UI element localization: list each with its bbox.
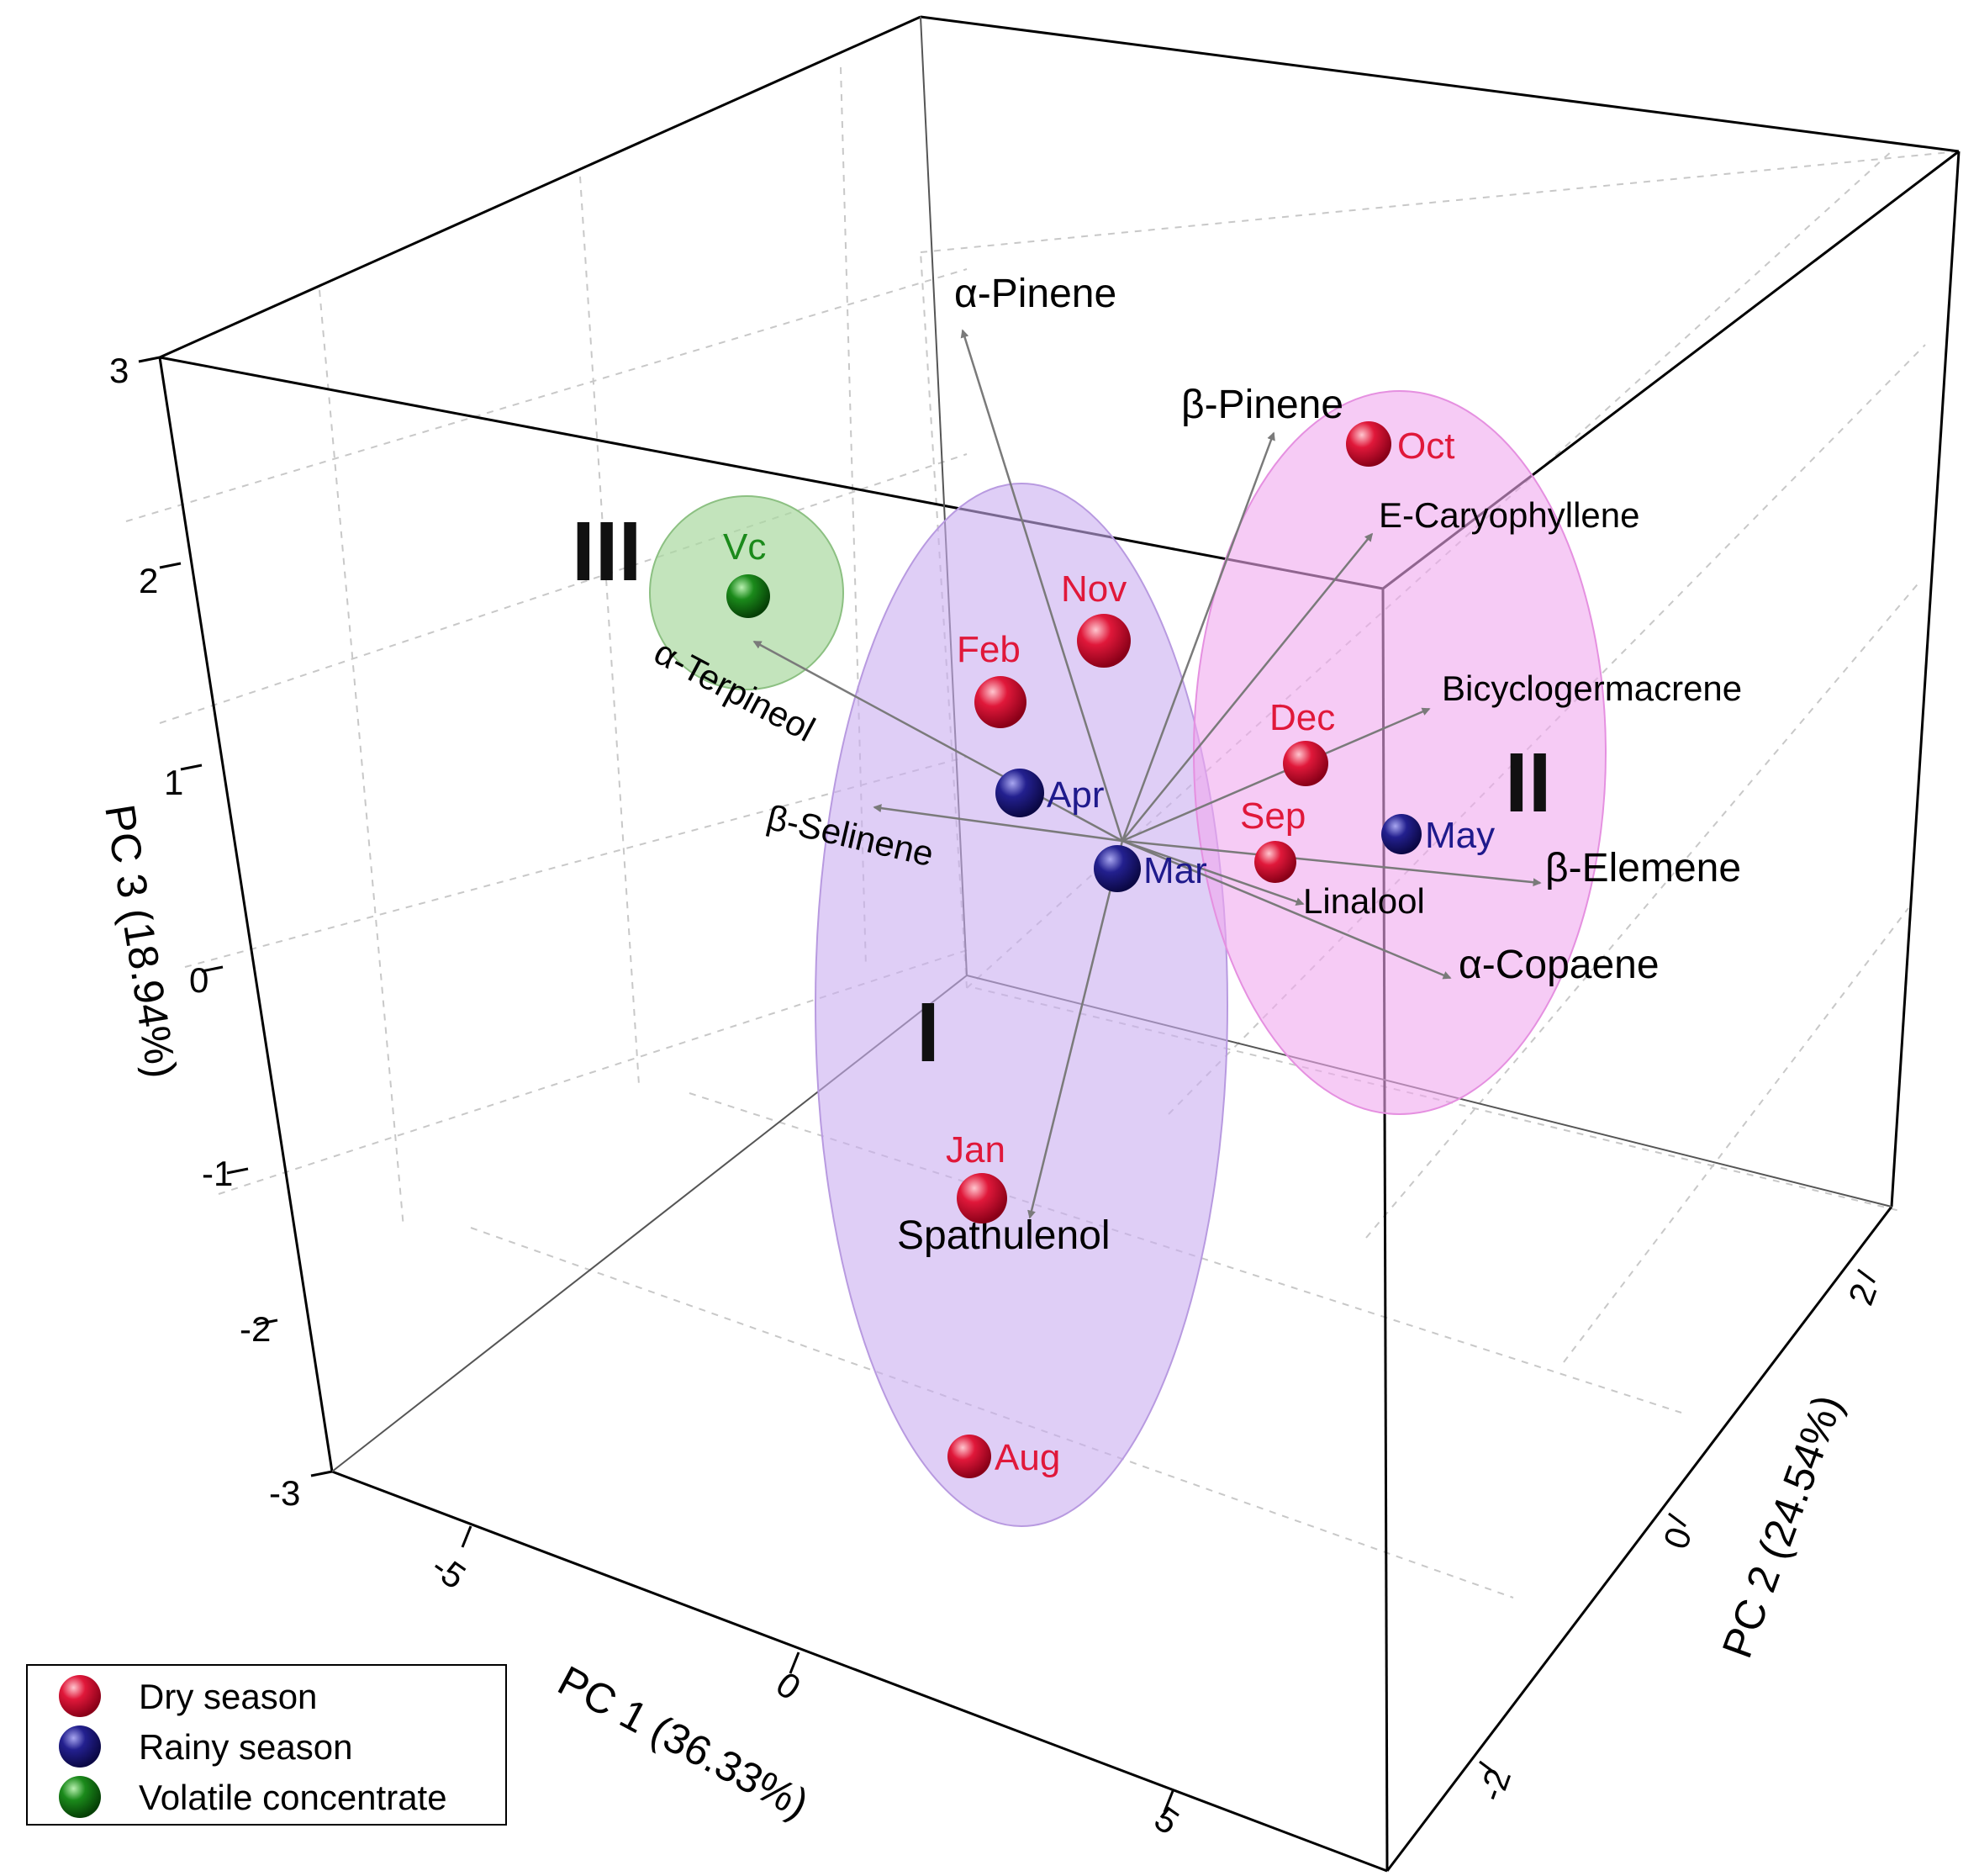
y-tick-neg2: -2 xyxy=(1470,1763,1518,1806)
arrow-beta-selinene xyxy=(873,804,1123,843)
point-nov xyxy=(1077,614,1131,668)
legend-label-dry: Dry season xyxy=(139,1677,317,1716)
label-apr: Apr xyxy=(1047,774,1104,816)
label-mar: Mar xyxy=(1143,850,1207,891)
label-alpha-copaene: α-Copaene xyxy=(1459,943,1660,987)
z-tick-neg1: -1 xyxy=(202,1154,233,1193)
label-beta-pinene: β-Pinene xyxy=(1181,383,1343,427)
arrow-alpha-terpineol xyxy=(752,640,1123,843)
point-jan xyxy=(957,1173,1007,1223)
z-tick-3: 3 xyxy=(109,351,129,390)
y-tick-0: 0 xyxy=(1655,1522,1699,1554)
legend-marker-dry xyxy=(59,1675,101,1717)
arrow-alpha-copaene xyxy=(1121,839,1452,980)
legend-marker-volatile xyxy=(59,1776,101,1818)
label-may: May xyxy=(1425,815,1495,856)
point-may xyxy=(1381,814,1422,854)
legend: Dry season Rainy season Volatile concent… xyxy=(26,1664,507,1826)
arrow-linalool xyxy=(1121,839,1305,906)
point-feb xyxy=(974,676,1026,728)
legend-marker-rainy xyxy=(59,1725,101,1768)
label-spathulenol: Spathulenol xyxy=(897,1213,1111,1258)
x-axis-title: PC 1 (36.33%) xyxy=(551,1657,816,1827)
point-dec xyxy=(1283,741,1328,786)
legend-label-rainy: Rainy season xyxy=(139,1727,352,1767)
legend-label-volatile: Volatile concentrate xyxy=(139,1778,447,1817)
cluster-labels: I II III xyxy=(572,505,1552,1080)
label-e-caryophyllene: E-Caryophyllene xyxy=(1379,495,1640,535)
label-sep: Sep xyxy=(1240,795,1306,837)
arrow-e-caryophyllene xyxy=(1121,532,1374,842)
z-tick-2: 2 xyxy=(139,561,158,600)
cluster-ellipse-I xyxy=(815,483,1228,1527)
arrow-beta-pinene xyxy=(1121,431,1275,842)
label-beta-elemene: β-Elemene xyxy=(1545,846,1741,890)
cluster-label-I: I xyxy=(916,986,940,1080)
cluster-label-III: III xyxy=(572,505,641,599)
label-linalool: Linalool xyxy=(1303,881,1425,921)
x-tick-neg5: -5 xyxy=(425,1546,473,1597)
point-apr xyxy=(995,769,1044,817)
legend-box xyxy=(26,1664,507,1826)
label-dec: Dec xyxy=(1269,697,1335,738)
y-tick-2: 2 xyxy=(1840,1278,1884,1310)
x-tick-0: 0 xyxy=(769,1664,808,1708)
label-nov: Nov xyxy=(1061,568,1127,610)
label-bicyclogermacrene: Bicyclogermacrene xyxy=(1442,668,1742,708)
y-tick-labels: 2 0 -2 xyxy=(1470,1278,1884,1806)
sample-points xyxy=(726,421,1422,1478)
point-vc xyxy=(726,574,770,618)
arrow-spathulenol xyxy=(1027,840,1124,1219)
z-tick-1: 1 xyxy=(164,763,183,802)
arrow-bicyclogermacrene xyxy=(1121,707,1431,843)
arrow-alpha-pinene xyxy=(960,329,1124,842)
axis-ticks xyxy=(138,356,1876,1813)
y-axis-title: PC 2 (24.54%) xyxy=(1713,1388,1852,1663)
clusters xyxy=(649,390,1607,1527)
x-tick-5: 5 xyxy=(1148,1799,1186,1842)
arrow-beta-elemene xyxy=(1121,839,1542,887)
label-alpha-pinene: α-Pinene xyxy=(954,272,1116,316)
label-vc: Vc xyxy=(723,526,766,568)
z-tick-neg3: -3 xyxy=(269,1473,300,1513)
point-aug xyxy=(947,1435,991,1478)
label-oct: Oct xyxy=(1397,425,1454,467)
label-jan: Jan xyxy=(946,1129,1005,1171)
z-tick-0: 0 xyxy=(189,960,208,1000)
z-tick-labels: 3 2 1 0 -1 -2 -3 xyxy=(109,351,300,1513)
point-mar xyxy=(1094,845,1141,892)
point-oct xyxy=(1346,421,1391,467)
point-sep xyxy=(1254,841,1296,883)
z-tick-neg2: -2 xyxy=(240,1309,271,1349)
label-feb: Feb xyxy=(957,629,1021,670)
cluster-label-II: II xyxy=(1505,736,1552,830)
z-axis-title: PC 3 (18.94%) xyxy=(96,801,186,1081)
label-aug: Aug xyxy=(995,1437,1060,1478)
loading-arrows xyxy=(752,329,1542,1219)
sample-labels: Oct Nov Feb Dec Sep Jan Aug Apr Mar May … xyxy=(723,425,1495,1478)
